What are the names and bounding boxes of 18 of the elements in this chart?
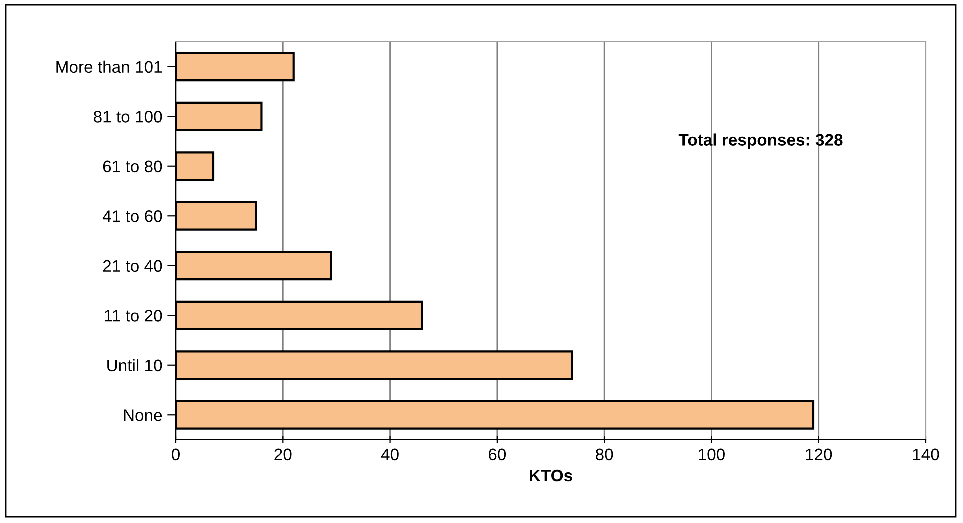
x-tick-label: 80 [596,448,614,461]
x-tick-label: 120 [806,448,832,461]
x-tick-label: 60 [489,448,506,461]
y-tick-label: Until 10 [108,359,162,372]
x-tick-label: 140 [913,448,940,461]
y-tick-label: 11 to 20 [105,310,162,322]
x-tick-label: 40 [381,448,399,461]
y-tick-label: 41 to 60 [102,210,162,222]
y-tick-label: 61 to 80 [103,160,162,173]
annotation: Total responses: 328 [678,134,843,150]
x-tick-label: 0 [172,448,180,461]
y-tick-label: More than 101 [56,60,162,74]
x-axis-title: KTOs [530,470,572,482]
x-tick-label: 20 [274,448,292,461]
y-tick-label: 81 to 100 [94,111,162,123]
x-tick-label: 100 [699,448,725,461]
y-tick-label: 21 to 40 [103,260,162,272]
y-tick-label: None [124,410,162,422]
